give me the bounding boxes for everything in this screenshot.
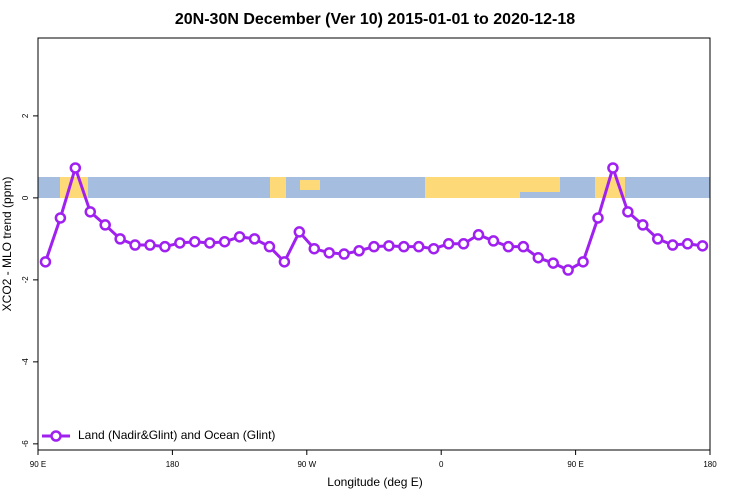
data-point xyxy=(189,235,201,248)
x-axis-label: Longitude (deg E) xyxy=(327,475,422,489)
y-tick-label: -6 xyxy=(21,440,30,448)
data-point xyxy=(174,237,186,249)
data-point xyxy=(323,247,335,259)
x-tick-label: 90 E xyxy=(567,460,583,469)
data-point xyxy=(413,240,425,253)
data-point xyxy=(353,245,365,257)
data-point xyxy=(203,237,216,249)
data-point xyxy=(233,231,246,243)
x-tick-label: 90 W xyxy=(297,460,316,469)
chart-title: 20N-30N December (Ver 10) 2015-01-01 to … xyxy=(175,11,575,28)
data-point xyxy=(457,238,470,250)
data-point xyxy=(666,239,679,251)
legend-marker xyxy=(50,430,62,442)
data-point xyxy=(39,256,52,268)
data-point xyxy=(577,256,589,268)
data-point xyxy=(248,233,261,245)
data-point xyxy=(84,206,97,218)
y-tick-label: 2 xyxy=(21,113,30,118)
data-point xyxy=(278,256,291,268)
data-point xyxy=(159,240,171,253)
data-point xyxy=(69,162,82,174)
y-tick-label: -4 xyxy=(21,358,30,366)
data-point xyxy=(144,239,156,251)
data-point xyxy=(547,257,559,269)
data-point xyxy=(398,240,410,253)
data-point xyxy=(263,240,276,253)
data-point xyxy=(592,212,604,224)
x-tick-label: 180 xyxy=(166,460,180,469)
map-background xyxy=(38,177,710,198)
data-point xyxy=(383,240,395,252)
data-point xyxy=(607,162,619,174)
data-point xyxy=(114,233,126,245)
data-point xyxy=(368,240,380,253)
y-axis-label: XCO2 - MLO trend (ppm) xyxy=(0,177,14,312)
legend-label: Land (Nadir&Glint) and Ocean (Glint) xyxy=(78,428,275,442)
x-tick-label: 0 xyxy=(439,460,444,469)
x-tick-label: 90 E xyxy=(30,460,46,469)
data-point xyxy=(696,240,709,252)
data-point xyxy=(681,238,694,250)
data-point xyxy=(129,239,141,251)
data-point xyxy=(517,240,530,253)
data-point xyxy=(502,240,515,253)
data-point xyxy=(54,212,67,224)
data-point xyxy=(308,242,321,255)
y-tick-label: 0 xyxy=(21,195,30,200)
data-point xyxy=(472,229,485,241)
data-point xyxy=(338,248,350,260)
plot-frame xyxy=(37,37,711,451)
y-tick-label: -2 xyxy=(21,276,30,284)
data-point xyxy=(218,235,231,248)
x-tick-label: 180 xyxy=(703,460,717,469)
data-point xyxy=(532,251,545,264)
data-point xyxy=(99,219,111,231)
data-point xyxy=(427,242,440,255)
data-point xyxy=(622,206,634,218)
data-point xyxy=(637,219,649,231)
data-point xyxy=(293,226,306,238)
data-point xyxy=(562,264,574,276)
data-point xyxy=(651,233,664,245)
data-point xyxy=(487,235,500,247)
data-point xyxy=(442,238,455,250)
